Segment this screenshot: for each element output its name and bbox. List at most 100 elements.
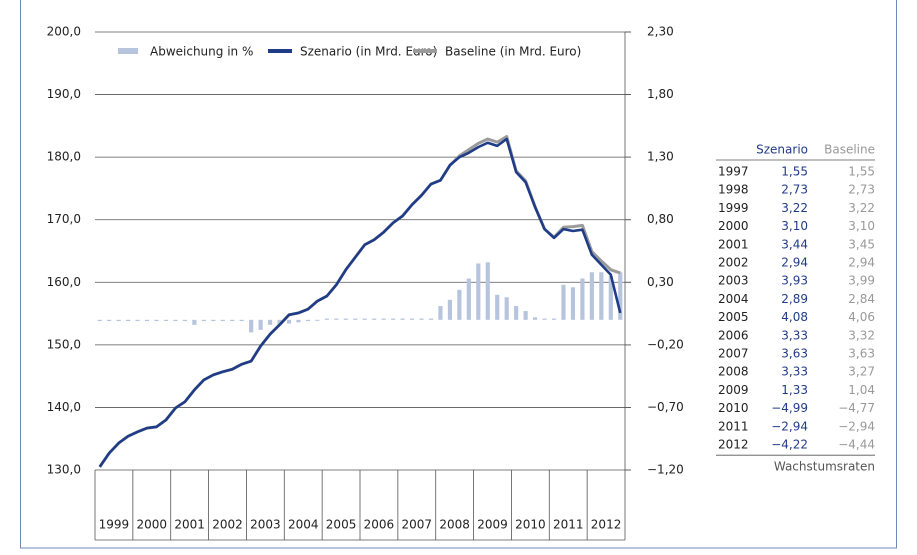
x-tick-label: 2004	[288, 518, 319, 532]
bar	[476, 263, 481, 320]
table-scenario: −4,22	[771, 438, 808, 452]
bar	[618, 272, 623, 320]
bar	[277, 319, 282, 325]
table-baseline: −2,94	[838, 419, 875, 433]
table-year: 2001	[718, 237, 749, 251]
table-year: 2006	[718, 328, 749, 342]
x-tick-label: 2002	[212, 518, 243, 532]
table-scenario: 3,33	[781, 328, 808, 342]
table-baseline: 3,32	[848, 328, 875, 342]
bar	[268, 319, 273, 325]
bar	[542, 318, 547, 320]
bar	[353, 318, 358, 320]
x-tick-label: 2000	[137, 518, 168, 532]
bar	[504, 297, 509, 320]
table-scenario: 2,73	[781, 183, 808, 197]
table-year: 2012	[718, 438, 749, 452]
y2-tick-label: 0,80	[647, 212, 674, 226]
table-year: 2009	[718, 383, 749, 397]
table-baseline: 4,06	[848, 310, 875, 324]
bar	[249, 319, 254, 333]
bar	[334, 318, 339, 320]
bar	[163, 319, 169, 322]
bar	[391, 318, 396, 320]
x-tick-label: 2003	[250, 518, 281, 532]
x-tick-label: 2011	[553, 518, 584, 532]
bar	[182, 319, 187, 322]
bar	[126, 319, 131, 322]
table-year: 1999	[718, 201, 749, 215]
bar	[466, 278, 471, 320]
table-year: 1998	[718, 183, 749, 197]
table-baseline: 3,45	[848, 237, 875, 251]
bar	[495, 294, 500, 320]
bar	[561, 284, 566, 320]
legend-label: Baseline (in Mrd. Euro)	[445, 45, 581, 59]
table-year: 2004	[718, 292, 749, 306]
table-scenario: 3,10	[781, 219, 808, 233]
bar	[239, 319, 244, 322]
bar	[589, 272, 594, 320]
x-tick-label: 2005	[326, 518, 357, 532]
x-tick-label: 2009	[477, 518, 508, 532]
y2-tick-label: 0,30	[647, 275, 674, 289]
bar	[608, 276, 613, 320]
bar	[372, 318, 377, 320]
bar	[419, 318, 424, 320]
y-tick-label: 130,0	[47, 463, 81, 477]
line	[98, 134, 621, 468]
bar	[286, 319, 292, 324]
table-scenario: 3,22	[781, 201, 808, 215]
table-scenario: 2,89	[781, 292, 808, 306]
bar	[220, 319, 225, 322]
table-baseline: 3,10	[848, 219, 875, 233]
bar	[400, 318, 405, 320]
bar	[144, 319, 150, 322]
bar	[201, 319, 206, 322]
legend-label: Szenario (in Mrd. Euro)	[300, 45, 437, 59]
table-baseline: 2,73	[848, 183, 875, 197]
table-baseline: 3,27	[848, 365, 875, 379]
bar	[154, 319, 159, 322]
table-scenario: 2,94	[781, 256, 808, 270]
table-scenario: −4,99	[771, 401, 808, 415]
bar	[523, 311, 528, 320]
legend-label: Abweichung in %	[150, 45, 253, 59]
table-scenario: 3,33	[781, 365, 808, 379]
table-baseline: −4,77	[838, 401, 875, 415]
table-baseline: 3,63	[848, 347, 875, 361]
bar	[230, 319, 235, 322]
bar	[457, 289, 462, 320]
table-year: 2002	[718, 256, 749, 270]
bar	[428, 318, 434, 320]
table-scenario: 1,33	[781, 383, 808, 397]
table-header: Szenario	[756, 143, 808, 157]
x-tick-label: 2008	[439, 518, 470, 532]
table-year: 2000	[718, 219, 749, 233]
bar	[324, 318, 329, 320]
x-tick-label: 1999	[99, 518, 130, 532]
bar	[381, 318, 386, 320]
table-year: 2007	[718, 347, 749, 361]
y2-tick-label: −0,70	[647, 400, 684, 414]
x-tick-label: 2010	[515, 518, 546, 532]
table-baseline: 3,22	[848, 201, 875, 215]
bar	[580, 278, 585, 320]
bar	[362, 318, 367, 320]
bar	[296, 319, 301, 323]
bar	[551, 318, 557, 320]
table-year: 2008	[718, 365, 749, 379]
y-tick-label: 190,0	[47, 87, 81, 101]
bar	[533, 317, 538, 320]
table-baseline: −4,44	[838, 438, 875, 452]
table-year: 2005	[718, 310, 749, 324]
x-tick-label: 2006	[364, 518, 395, 532]
table-scenario: 1,55	[781, 165, 808, 179]
bar	[315, 319, 320, 321]
y2-tick-label: 1,80	[647, 87, 674, 101]
y2-tick-label: −1,20	[647, 463, 684, 477]
table-year: 2003	[718, 274, 749, 288]
bar	[97, 319, 102, 322]
y2-tick-label: 2,30	[647, 25, 674, 39]
table-baseline: 3,99	[848, 274, 875, 288]
